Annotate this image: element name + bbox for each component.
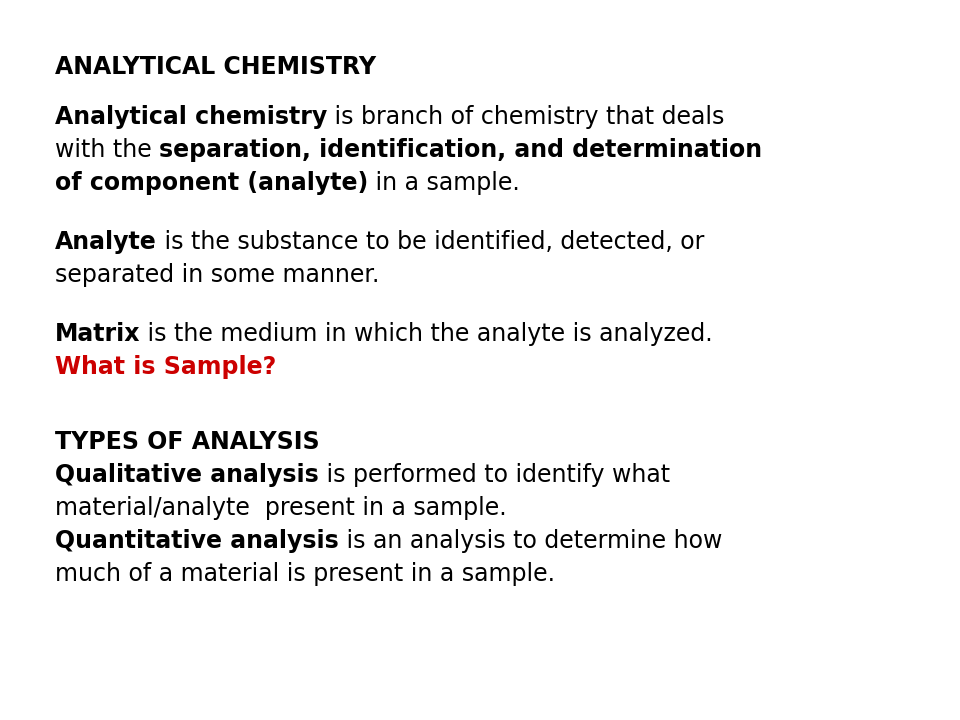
Text: separated in some manner.: separated in some manner. xyxy=(55,263,379,287)
Text: with the: with the xyxy=(55,138,159,162)
Text: separation, identification, and determination: separation, identification, and determin… xyxy=(159,138,762,162)
Text: Analytical chemistry: Analytical chemistry xyxy=(55,105,327,129)
Text: is performed to identify what: is performed to identify what xyxy=(319,463,670,487)
Text: TYPES OF ANALYSIS: TYPES OF ANALYSIS xyxy=(55,430,320,454)
Text: is the substance to be identified, detected, or: is the substance to be identified, detec… xyxy=(156,230,704,254)
Text: in a sample.: in a sample. xyxy=(369,171,520,195)
Text: material/analyte  present in a sample.: material/analyte present in a sample. xyxy=(55,496,507,520)
Text: Quantitative analysis: Quantitative analysis xyxy=(55,529,339,553)
Text: Qualitative analysis: Qualitative analysis xyxy=(55,463,319,487)
Text: of component (analyte): of component (analyte) xyxy=(55,171,369,195)
Text: is branch of chemistry that deals: is branch of chemistry that deals xyxy=(327,105,725,129)
Text: ANALYTICAL CHEMISTRY: ANALYTICAL CHEMISTRY xyxy=(55,55,376,79)
Text: much of a material is present in a sample.: much of a material is present in a sampl… xyxy=(55,562,555,586)
Text: is an analysis to determine how: is an analysis to determine how xyxy=(339,529,722,553)
Text: Matrix: Matrix xyxy=(55,322,140,346)
Text: What is Sample?: What is Sample? xyxy=(55,355,276,379)
Text: Analyte: Analyte xyxy=(55,230,156,254)
Text: is the medium in which the analyte is analyzed.: is the medium in which the analyte is an… xyxy=(140,322,713,346)
